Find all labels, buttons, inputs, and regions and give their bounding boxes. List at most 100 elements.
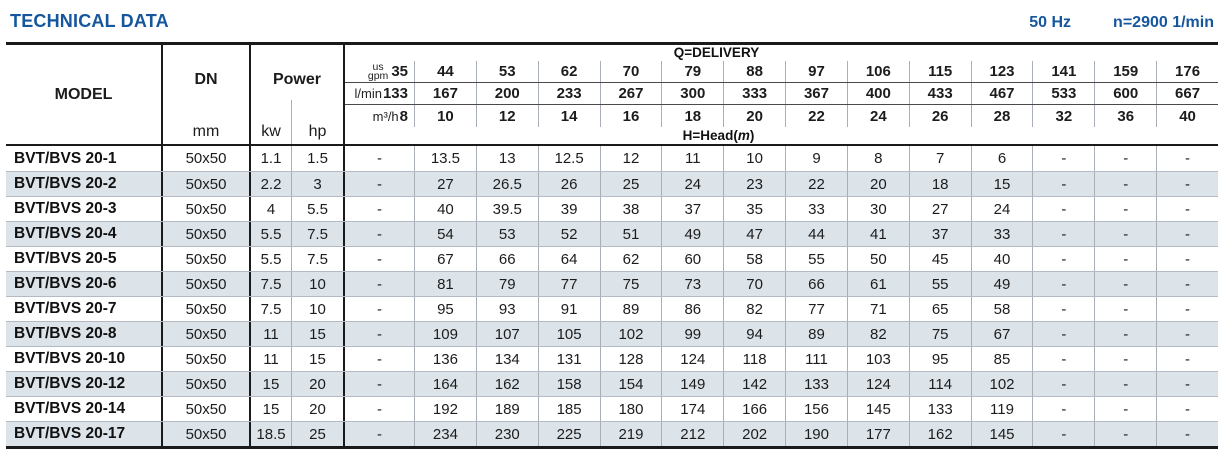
head-value-cell: 18 <box>910 172 972 196</box>
delivery-unit-rows: us gpm 35 44 53 62 70 79 88 97 106 115 123 141 159 176 l… <box>345 61 1218 127</box>
head-value-cell: 58 <box>724 247 787 271</box>
head-value-cell: 9 <box>786 146 848 171</box>
table-row: BVT/BVS 20-4 50x50 5.5 7.5-54 53 52 51 49 47 44 41… <box>6 221 1218 246</box>
delivery-col-value: 333 <box>742 85 768 102</box>
head-value-cell: 99 <box>662 322 725 346</box>
delivery-col-header: 16 <box>601 105 663 127</box>
head-value-cell: 103 <box>848 347 910 371</box>
delivery-col-value: 106 <box>865 63 891 80</box>
kw-cell: 7.5 <box>251 297 292 321</box>
delivery-col-header: 115 <box>910 61 972 82</box>
head-value-cell: 58 <box>972 297 1034 321</box>
head-value-cell: - <box>345 146 415 171</box>
head-value-cell: 54 <box>415 222 477 246</box>
head-value-cell: 60 <box>662 247 725 271</box>
head-value-cell: 25 <box>601 172 663 196</box>
head-value-cell: 67 <box>415 247 477 271</box>
head-value-cell: - <box>1185 250 1191 268</box>
delivery-col-value: 141 <box>1051 63 1077 80</box>
head-value-cell: 26.5 <box>477 172 539 196</box>
delivery-col-header: l/min 133 <box>345 83 415 104</box>
head-value-cell: - <box>345 197 415 221</box>
model-cell: BVT/BVS 20-5 <box>6 247 163 271</box>
head-value-cell: 66 <box>786 272 848 296</box>
delivery-col-header: 79 <box>662 61 725 82</box>
hp-cell: 5.5 <box>292 197 345 221</box>
model-cell: BVT/BVS 20-7 <box>6 297 163 321</box>
kw-cell: 7.5 <box>251 272 292 296</box>
unit-row-m3h: m³/h 8 10 12 14 16 18 20 22 24 26 28 32 36 40 <box>345 105 1218 127</box>
m3h-unit-label: m³/h <box>372 108 399 124</box>
head-value-cell: 192 <box>415 397 477 421</box>
power-label: Power <box>272 71 321 88</box>
head-value-cell: 164 <box>415 372 477 396</box>
kw-cell: 18.5 <box>251 422 292 446</box>
head-value-cell: 119 <box>972 397 1034 421</box>
delivery-col-value: 267 <box>618 85 644 102</box>
delivery-col-value: 28 <box>993 107 1011 125</box>
model-cell: BVT/BVS 20-12 <box>6 372 163 396</box>
delivery-col-value: 159 <box>1113 63 1139 80</box>
head-value-cell: 185 <box>539 397 601 421</box>
head-value-cell: - <box>1095 197 1158 221</box>
head-value-cell: 154 <box>601 372 663 396</box>
head-title: H=Head(m) <box>282 128 1155 143</box>
delivery-col-header: 159 <box>1095 61 1158 82</box>
head-value-cell: 133 <box>910 397 972 421</box>
delivery-col-header: 53 <box>477 61 539 82</box>
head-value-cell: - <box>1033 272 1096 296</box>
delivery-col-value: 133 <box>382 85 408 102</box>
model-cell: BVT/BVS 20-8 <box>6 322 163 346</box>
head-value-cell: 10 <box>724 146 787 171</box>
head-value-cell: - <box>1185 375 1191 393</box>
delivery-col-header: 62 <box>539 61 601 82</box>
head-value-cell: 52 <box>539 222 601 246</box>
head-value-cell: 225 <box>539 422 601 446</box>
delivery-col-value: 32 <box>1055 107 1073 125</box>
delivery-col-header: 667 <box>1157 83 1218 104</box>
delivery-col-value: 200 <box>494 85 520 102</box>
head-value-cell: 45 <box>910 247 972 271</box>
head-title-unit: m <box>737 128 750 143</box>
head-value-cell: 33 <box>972 222 1034 246</box>
dn-cell: 50x50 <box>163 222 251 246</box>
delivery-col-value: 16 <box>622 107 640 125</box>
kw-cell: 4 <box>251 197 292 221</box>
dn-cell: 50x50 <box>163 146 251 171</box>
head-value-cell: 81 <box>415 272 477 296</box>
delivery-col-header: 24 <box>848 105 910 127</box>
delivery-col-header: 141 <box>1033 61 1096 82</box>
head-value-cell: 64 <box>539 247 601 271</box>
head-value-cell: 40 <box>972 247 1034 271</box>
head-value-cell: - <box>1095 347 1158 371</box>
table-row: BVT/BVS 20-3 50x50 4 5.5-40 39.5 39 38 37 35 33 30… <box>6 196 1218 221</box>
head-value-cell: 174 <box>662 397 725 421</box>
model-cell: BVT/BVS 20-6 <box>6 272 163 296</box>
table-row: BVT/BVS 20-14 50x50 15 20-192 189 185 180 174 16… <box>6 396 1218 421</box>
delivery-col-header: 333 <box>724 83 787 104</box>
delivery-col-value: 20 <box>746 107 763 125</box>
hp-cell: 1.5 <box>292 146 345 171</box>
head-value-cell: 51 <box>601 222 663 246</box>
model-cell: BVT/BVS 20-3 <box>6 197 163 221</box>
dn-cell: 50x50 <box>163 247 251 271</box>
head-value-cell: 11 <box>662 146 725 171</box>
head-value-cell: 27 <box>415 172 477 196</box>
head-value-cell: 62 <box>601 247 663 271</box>
hp-cell: 7.5 <box>292 247 345 271</box>
hp-label: hp <box>308 123 327 140</box>
hp-cell: 25 <box>292 422 345 446</box>
head-value-cell: 95 <box>415 297 477 321</box>
hp-cell: 15 <box>292 347 345 371</box>
head-value-cell: 156 <box>786 397 848 421</box>
head-value-cell: 13.5 <box>415 146 477 171</box>
head-value-cell: 33 <box>786 197 848 221</box>
delivery-col-value: 26 <box>931 107 949 125</box>
head-value-cell: 134 <box>477 347 539 371</box>
delivery-col-header: 267 <box>601 83 663 104</box>
table-row: BVT/BVS 20-5 50x50 5.5 7.5-67 66 64 62 60 58 55 50… <box>6 246 1218 271</box>
head-value-cell: 162 <box>477 372 539 396</box>
kw-label: kw <box>251 100 292 144</box>
head-value-cell: 82 <box>848 322 910 346</box>
head-value-cell: 49 <box>662 222 725 246</box>
